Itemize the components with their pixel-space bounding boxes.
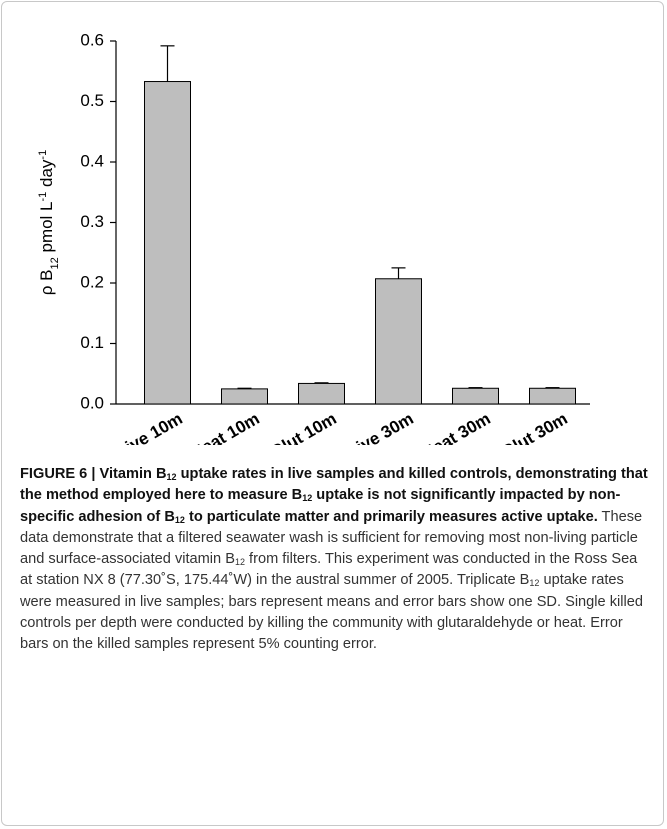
y-tick-label: 0.2 xyxy=(80,272,104,291)
y-tick-label: 0.1 xyxy=(80,333,104,352)
x-tick-label: Heat 10m xyxy=(188,409,263,445)
x-tick-label: Glut 10m xyxy=(267,409,340,445)
error-bar xyxy=(160,45,175,82)
y-tick-label: 0.5 xyxy=(80,91,104,110)
caption-body-subscript: 12 xyxy=(529,578,540,589)
bar xyxy=(452,387,499,405)
x-tick-label: Live 30m xyxy=(344,409,417,445)
caption-heading-text: FIGURE 6 | Vitamin B xyxy=(20,466,167,482)
bar xyxy=(221,388,268,405)
bar xyxy=(375,278,422,405)
y-axis-label-part: ρ B xyxy=(37,269,56,295)
caption-heading-text: uptake rates in live samples and killed … xyxy=(20,466,648,504)
x-tick-label: Glut 30m xyxy=(498,409,571,445)
caption-heading-subscript: 12 xyxy=(174,514,185,525)
caption-heading-subscript: 12 xyxy=(166,472,177,482)
x-tick-label: Live 10m xyxy=(113,409,186,445)
bar xyxy=(298,382,345,405)
y-axis-label: ρ B12 pmol L-1 day-1 xyxy=(37,150,61,295)
error-bar xyxy=(237,387,252,389)
y-tick-label: 0.0 xyxy=(80,393,104,412)
caption-heading-text: uptake is not significantly impacted by … xyxy=(20,487,621,525)
y-axis-label-part: pmol L xyxy=(37,201,56,257)
error-bar xyxy=(314,382,329,384)
chart: 0.00.10.20.30.40.50.6ρ B12 pmol L-1 day-… xyxy=(37,30,590,445)
caption-heading-text: to particulate matter and primarily meas… xyxy=(184,508,598,525)
y-axis-label-part: -1 xyxy=(37,150,49,160)
caption-body-text: These data demonstrate that a filtered s… xyxy=(20,508,643,568)
error-bar xyxy=(391,267,406,279)
y-axis-label-part: -1 xyxy=(37,192,49,202)
caption-body-subscript: 12 xyxy=(234,557,245,568)
bar xyxy=(144,81,191,405)
error-bar xyxy=(468,387,483,389)
y-tick-label: 0.3 xyxy=(80,212,104,231)
bar xyxy=(529,387,576,405)
caption-body-text: from filters. This experiment was conduc… xyxy=(20,551,638,589)
y-tick-label: 0.4 xyxy=(80,151,104,170)
caption: FIGURE 6 | Vitamin B12 uptake rates in l… xyxy=(20,464,650,656)
x-tick-label: Heat 30m xyxy=(419,409,494,445)
caption-body-text: uptake rates were measured in live sampl… xyxy=(20,572,643,653)
error-bar xyxy=(545,387,560,389)
y-axis-label-part: day xyxy=(37,159,56,192)
caption-heading-subscript: 12 xyxy=(302,493,313,504)
y-tick-label: 0.6 xyxy=(80,30,104,49)
y-axis-label-part: 12 xyxy=(49,257,61,269)
